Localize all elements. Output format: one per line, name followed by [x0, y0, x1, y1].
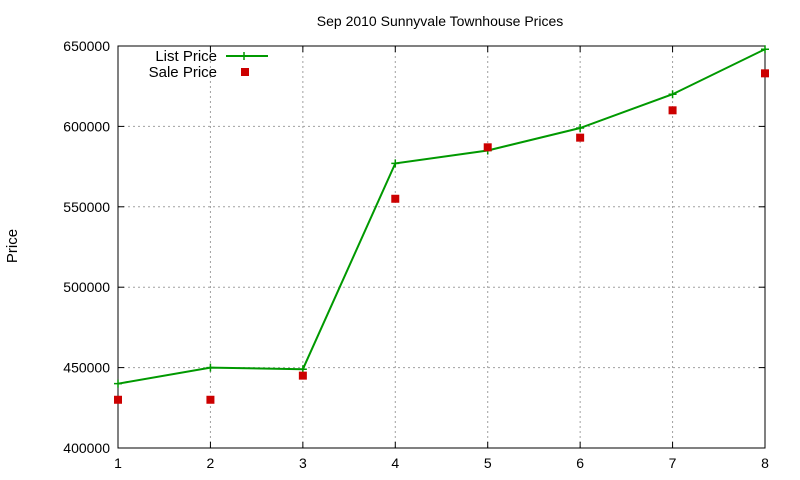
grid [118, 46, 765, 448]
list-price-point [576, 124, 585, 133]
list-price-point [391, 159, 400, 168]
list-price-point [668, 90, 677, 99]
x-tick-label: 6 [576, 455, 584, 471]
axis-ticks: 1 2 3 4 5 6 7 8 400000 450000 500000 550000 600000 65… [63, 38, 769, 471]
x-tick-label: 7 [669, 455, 677, 471]
sale-price-point [761, 69, 769, 78]
x-tick-label: 3 [299, 455, 307, 471]
sale-price-point [114, 395, 122, 404]
sale-price-point [298, 371, 307, 380]
plot-frame [117, 45, 766, 449]
y-axis-label: Price [4, 229, 21, 263]
y-tick-label: 400000 [63, 440, 110, 456]
y-tick-label: 600000 [63, 118, 110, 134]
x-tick-label: 2 [207, 455, 215, 471]
y-tick-label: 550000 [63, 199, 110, 215]
x-tick-label: 8 [761, 455, 769, 471]
list-price-line [117, 48, 766, 385]
x-tick-label: 4 [391, 455, 399, 471]
legend-marker-sale-price [241, 68, 249, 76]
series [114, 45, 769, 404]
x-tick-label: 5 [484, 455, 492, 471]
list-price-point [761, 45, 769, 54]
sale-price-point [206, 395, 215, 404]
y-tick-label: 450000 [63, 360, 110, 376]
legend-label-list-price: List Price [155, 48, 217, 65]
sale-price-point [483, 143, 492, 152]
legend: List Price Sale Price [149, 48, 268, 81]
y-tick-label: 500000 [63, 279, 110, 295]
chart-title: Sep 2010 Sunnyvale Townhouse Prices [317, 13, 563, 29]
y-tick-label: 650000 [63, 38, 110, 54]
list-price-point [206, 363, 215, 372]
legend-label-sale-price: Sale Price [149, 64, 217, 81]
sale-price-point [668, 106, 677, 115]
sale-price-point [576, 133, 585, 142]
list-price-point [114, 379, 122, 388]
sale-price-point [391, 194, 400, 203]
x-tick-label: 1 [114, 455, 122, 471]
legend-marker-list-price [240, 52, 248, 60]
